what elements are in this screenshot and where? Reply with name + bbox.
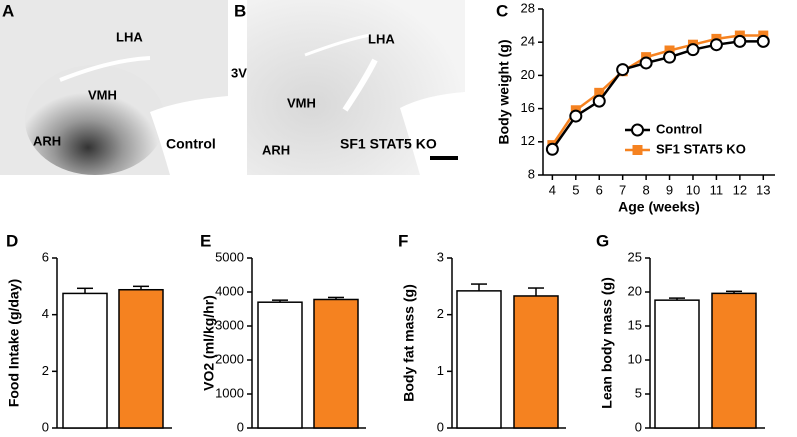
- y-tick-label: 24: [521, 34, 535, 49]
- x-tick-label: 12: [733, 182, 747, 197]
- y-axis-label: Lean body mass (g): [599, 277, 615, 408]
- region-label: VMH: [287, 95, 316, 110]
- y-tick-label: 20: [521, 67, 535, 82]
- x-tick-label: 10: [686, 182, 700, 197]
- y-tick-label: 2: [42, 363, 49, 378]
- image-caption: Control: [166, 136, 216, 152]
- bar: [62, 292, 108, 429]
- bar: [118, 288, 164, 429]
- y-axis-label: Body fat mass (g): [401, 284, 417, 401]
- x-tick-label: 7: [619, 182, 626, 197]
- region-label: ARH: [262, 142, 290, 157]
- y-tick-label: 4000: [215, 283, 244, 298]
- y-tick-label: 0: [237, 419, 244, 434]
- x-axis-label: Age (weeks): [618, 199, 700, 215]
- y-tick-label: 5000: [215, 249, 244, 264]
- region-label: LHA: [116, 29, 143, 44]
- panel-label: D: [6, 231, 18, 250]
- y-tick-label: 8: [528, 166, 535, 181]
- marker: [594, 87, 605, 98]
- marker: [569, 109, 583, 123]
- series-line: [551, 40, 764, 150]
- x-tick-label: 5: [572, 182, 579, 197]
- bar: [456, 290, 502, 429]
- y-tick-label: 0: [437, 419, 444, 434]
- marker: [592, 94, 606, 108]
- region-label: 3V: [231, 65, 247, 80]
- panel-label: B: [234, 1, 246, 20]
- micrograph-a: [0, 0, 228, 175]
- y-tick-label: 5: [635, 385, 642, 400]
- x-tick-label: 4: [549, 182, 556, 197]
- marker: [686, 43, 700, 57]
- legend-label: Control: [656, 121, 702, 136]
- region-label: VMH: [88, 87, 117, 102]
- bar: [711, 292, 757, 429]
- y-tick-label: 0: [42, 419, 49, 434]
- marker: [663, 50, 677, 64]
- y-tick-label: 16: [521, 100, 535, 115]
- x-tick-label: 13: [756, 182, 770, 197]
- image-caption: SF1 STAT5 KO: [340, 136, 437, 152]
- legend-marker: [631, 123, 644, 137]
- marker: [545, 142, 559, 156]
- y-tick-label: 6: [42, 249, 49, 264]
- legend-label: SF1 STAT5 KO: [656, 141, 746, 156]
- y-axis-label: Food Intake (g/day): [6, 279, 22, 407]
- y-tick-label: 20: [628, 283, 642, 298]
- y-tick-label: 1: [437, 363, 444, 378]
- bar: [513, 295, 559, 429]
- panel-label: E: [200, 231, 211, 250]
- y-tick-label: 4: [42, 306, 49, 321]
- panel-label: F: [398, 231, 408, 250]
- y-tick-label: 2: [437, 306, 444, 321]
- marker: [733, 34, 747, 48]
- legend-marker: [632, 145, 643, 155]
- bar: [654, 299, 700, 429]
- y-tick-label: 10: [628, 351, 642, 366]
- x-tick-label: 9: [666, 182, 673, 197]
- y-tick-label: 0: [635, 419, 642, 434]
- marker: [664, 45, 675, 56]
- x-tick-label: 6: [596, 182, 603, 197]
- marker: [756, 34, 770, 48]
- series-line: [551, 34, 764, 146]
- y-tick-label: 1000: [215, 385, 244, 400]
- y-tick-label: 12: [521, 133, 535, 148]
- y-tick-label: 15: [628, 317, 642, 332]
- panel-label: C: [496, 1, 508, 20]
- y-tick-label: 28: [521, 0, 535, 15]
- y-tick-label: 2000: [215, 351, 244, 366]
- marker: [639, 56, 653, 70]
- marker: [616, 63, 630, 77]
- region-label: ARH: [33, 133, 61, 148]
- y-tick-label: 3000: [215, 317, 244, 332]
- region-label: LHA: [368, 31, 395, 46]
- panel-label: A: [2, 1, 14, 20]
- y-axis-label: VO2 (ml/kg/hr): [201, 295, 217, 391]
- bar: [257, 301, 303, 429]
- micrograph-b: [247, 0, 465, 175]
- x-tick-label: 8: [642, 182, 649, 197]
- x-tick-label: 11: [710, 182, 724, 197]
- y-axis-label: Body weight (g): [496, 40, 512, 145]
- marker: [709, 38, 723, 52]
- bar: [313, 298, 359, 429]
- y-tick-label: 3: [437, 249, 444, 264]
- y-tick-label: 25: [628, 249, 642, 264]
- panel-label: G: [596, 231, 609, 250]
